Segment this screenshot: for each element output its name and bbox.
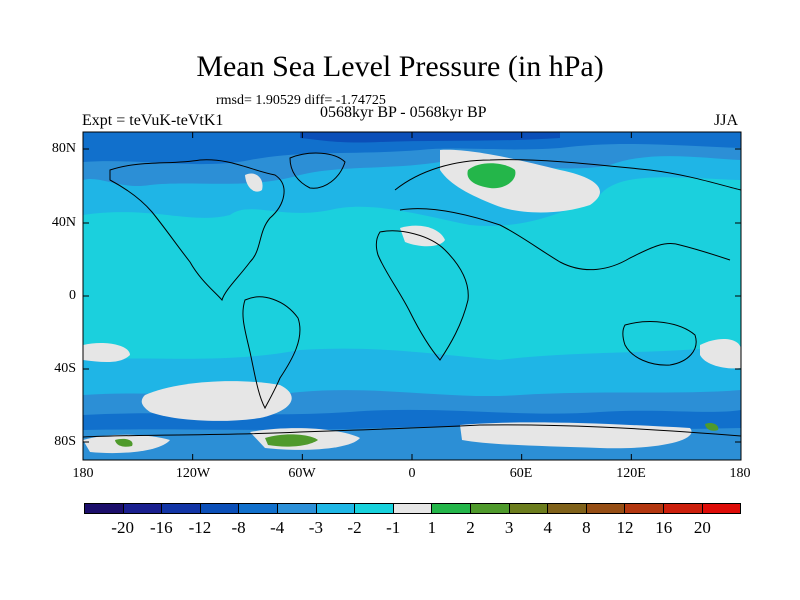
- lat-tick-0: 0: [69, 288, 76, 303]
- stats-line: rmsd= 1.90529 diff= -1.74725: [216, 93, 386, 108]
- colorbar-segment: [355, 504, 394, 513]
- coast-north-america: [109, 159, 285, 302]
- colorbar-label: 20: [693, 518, 711, 537]
- lon-tick-60e: 60E: [509, 466, 533, 481]
- arctic-deep-patch: [300, 132, 560, 143]
- lat-tick-80s: 80S: [54, 434, 76, 449]
- colorbar: [84, 503, 741, 514]
- colorbar-label: 3: [504, 518, 514, 537]
- colorbar-segment: [316, 504, 356, 513]
- colorbar-label: -2: [347, 518, 362, 537]
- lat-tick-80n: 80N: [51, 141, 76, 156]
- coast-europe-asia: [394, 159, 741, 271]
- lon-tick-180-east: 180: [729, 466, 751, 481]
- colorbar-segment: [470, 504, 510, 513]
- colorbar-segment: [663, 504, 703, 513]
- colorbar-segment: [239, 504, 278, 513]
- colorbar-segment: [509, 504, 549, 513]
- colorbar-label: 2: [466, 518, 475, 537]
- coast-antarctica: [83, 424, 741, 438]
- coast-australia: [622, 321, 697, 366]
- south-pacific-near-zero: [141, 381, 292, 421]
- south-america-near-zero: [83, 343, 130, 363]
- lon-tick-0: 0: [408, 466, 416, 481]
- lat-tick-40s: 40S: [54, 361, 76, 376]
- australia-near-zero: [700, 338, 741, 369]
- colorbar-segment: [123, 504, 163, 513]
- colorbar-label: -8: [231, 518, 246, 537]
- colorbar-label: -1: [386, 518, 401, 537]
- colorbar-label: 16: [655, 518, 673, 537]
- colorbar-segment: [548, 504, 587, 513]
- colorbar-label: 12: [616, 518, 634, 537]
- period-line: 0568kyr BP - 0568kyr BP: [320, 104, 487, 121]
- colorbar-label: 8: [582, 518, 591, 537]
- colorbar-segment: [625, 504, 664, 513]
- coast-africa: [375, 230, 469, 361]
- colorbar-segment: [702, 504, 741, 513]
- map-title: Mean Sea Level Pressure (in hPa): [196, 50, 604, 83]
- colorbar-segment: [393, 504, 433, 513]
- coastlines: [83, 152, 741, 438]
- colorbar-label: 1: [427, 518, 437, 537]
- lon-tick-120w: 120W: [175, 466, 211, 481]
- lon-tick-60w: 60W: [288, 466, 316, 481]
- lon-tick-120e: 120E: [616, 466, 646, 481]
- colorbar-segment: [432, 504, 471, 513]
- season-label: JJA: [714, 112, 739, 129]
- colorbar-segment: [85, 504, 124, 513]
- colorbar-label: -12: [188, 518, 212, 537]
- colorbar-label: -20: [111, 518, 134, 537]
- experiment-label: Expt = teVuK-teVtK1: [82, 112, 224, 129]
- colorbar-segment: [277, 504, 317, 513]
- colorbar-segment: [162, 504, 201, 513]
- axis-ticks: [82, 132, 742, 460]
- colorbar-label: -3: [308, 518, 323, 537]
- map-field: [83, 132, 741, 460]
- antarctic-olive-east: [705, 422, 719, 431]
- antarctic-olive-west: [115, 438, 133, 447]
- antarctic-olive-patch: [265, 434, 318, 447]
- arctic-dark-band: [83, 132, 741, 165]
- colorbar-segment: [200, 504, 240, 513]
- colorbar-label: -4: [270, 518, 285, 537]
- lat-tick-40n: 40N: [51, 215, 76, 230]
- coast-greenland: [289, 152, 346, 189]
- colorbar-label: -16: [149, 518, 173, 537]
- colorbar-label: 4: [543, 518, 553, 537]
- coast-south-america: [242, 296, 301, 410]
- north-america-near-zero: [245, 173, 263, 192]
- lon-tick-180-west: 180: [72, 466, 94, 481]
- eurasia-green-patch: [467, 163, 516, 189]
- colorbar-segment: [586, 504, 626, 513]
